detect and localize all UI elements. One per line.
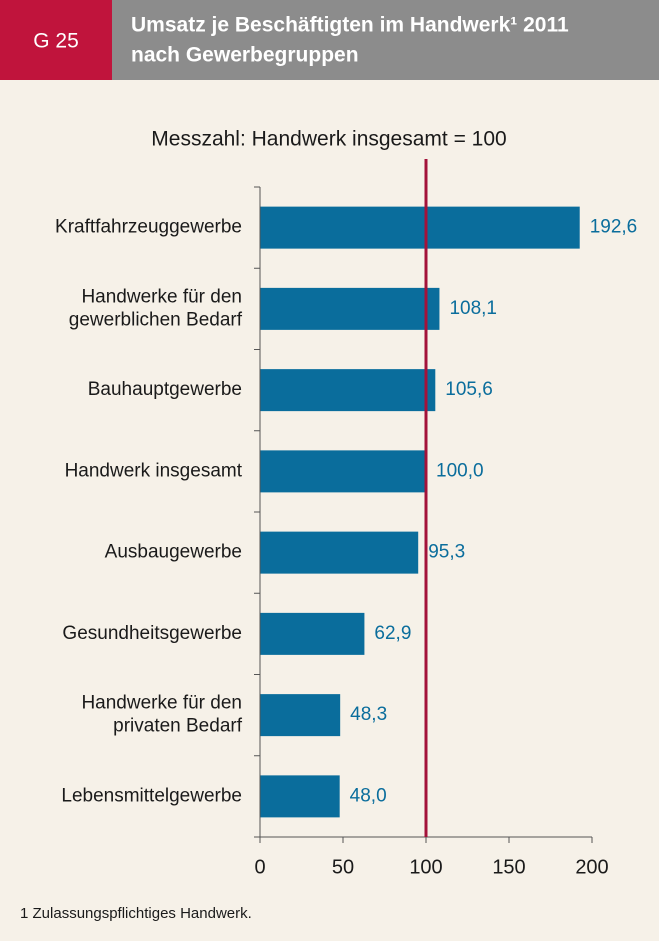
bar: [260, 450, 426, 493]
chart-subtitle: Messzahl: Handwerk insgesamt = 100: [151, 128, 506, 151]
bar: [260, 612, 365, 655]
x-tick-label: 200: [575, 856, 608, 878]
value-label: 48,3: [350, 704, 387, 725]
y-tick-label: Ausbaugewerbe: [105, 542, 242, 563]
y-tick-label: Handwerke für den gewerblichen Bedarf: [69, 286, 243, 330]
value-label: 108,1: [449, 298, 497, 319]
x-tick-label: 50: [332, 856, 354, 878]
value-label: 48,0: [350, 785, 387, 806]
value-label: 100,0: [436, 460, 484, 481]
bar: [260, 287, 440, 330]
value-label: 62,9: [374, 623, 411, 644]
bar: [260, 369, 436, 412]
bar: [260, 206, 580, 249]
x-tick-label: 0: [254, 856, 265, 878]
value-label: 105,6: [445, 379, 493, 400]
title-box: [112, 0, 659, 80]
value-label: 192,6: [590, 217, 638, 238]
y-tick-label: Bauhauptgewerbe: [88, 379, 242, 400]
chart-title: nach Gewerbegruppen: [131, 44, 359, 67]
y-tick-label: Gesundheitsgewerbe: [62, 623, 242, 644]
chart-code: G 25: [33, 30, 79, 53]
chart-title: Umsatz je Beschäftigten im Handwerk¹ 201…: [131, 14, 569, 37]
code-box: [0, 0, 112, 80]
bar: [260, 694, 341, 737]
y-tick-label: Kraftfahrzeuggewerbe: [55, 217, 242, 238]
bar: [260, 531, 419, 574]
bar: [260, 775, 340, 818]
x-tick-label: 150: [492, 856, 525, 878]
x-tick-label: 100: [409, 856, 442, 878]
y-tick-label: Lebensmittelgewerbe: [61, 785, 242, 806]
value-label: 95,3: [428, 542, 465, 563]
footnote: 1 Zulassungspflichtiges Handwerk.: [20, 905, 252, 922]
y-tick-label: Handwerk insgesamt: [65, 460, 243, 481]
y-tick-label: Handwerke für den privaten Bedarf: [81, 693, 242, 737]
